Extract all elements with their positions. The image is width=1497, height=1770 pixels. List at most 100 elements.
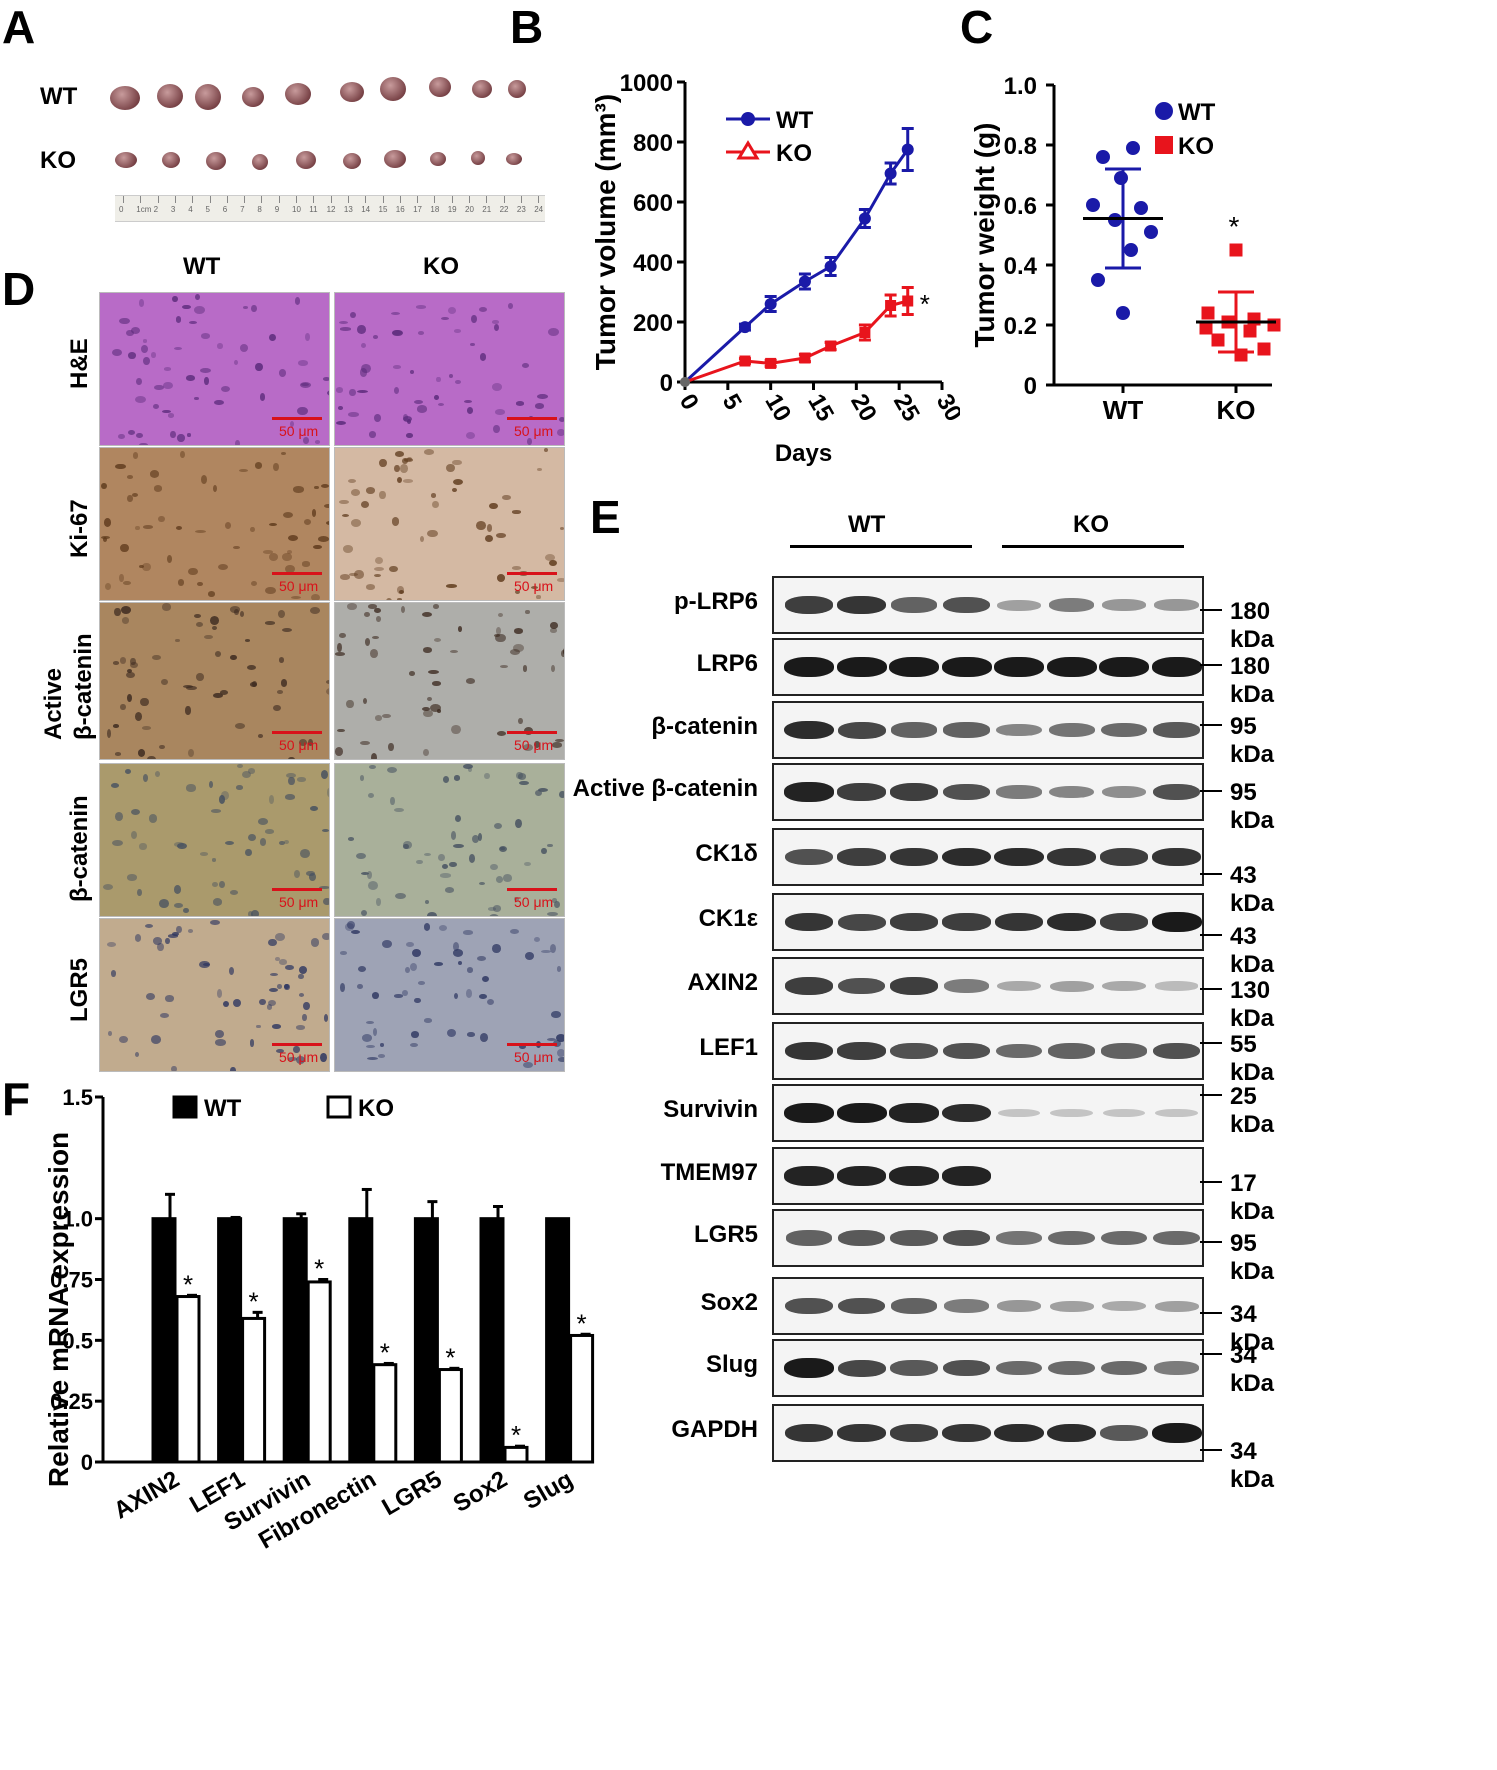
ihc-nucleus xyxy=(282,553,292,561)
scale-bar xyxy=(272,888,322,891)
blot-band xyxy=(784,1166,834,1186)
ihc-nucleus xyxy=(140,697,149,707)
ihc-nucleus xyxy=(159,744,166,750)
blot-band xyxy=(836,1166,887,1186)
photo-row-label-wt: WT xyxy=(40,83,78,110)
ihc-nucleus xyxy=(320,770,328,780)
ihc-nucleus xyxy=(174,842,184,847)
ihc-nucleus xyxy=(525,609,530,614)
blot-label: β-catenin xyxy=(651,713,758,740)
blot-band xyxy=(837,913,886,931)
panel-letter-d: D xyxy=(2,263,36,315)
ruler-tick xyxy=(365,196,367,203)
ihc-nucleus xyxy=(215,1030,224,1038)
kda-label: 25 kDa xyxy=(1230,1083,1275,1138)
ihc-nucleus xyxy=(200,368,212,374)
ihc-nucleus xyxy=(214,1039,226,1046)
data-point-wt xyxy=(1091,273,1105,287)
ihc-nucleus xyxy=(393,365,402,369)
kda-marker xyxy=(1200,724,1222,726)
ruler-tick xyxy=(296,196,297,203)
ihc-nucleus xyxy=(401,605,406,614)
ihc-nucleus xyxy=(194,306,205,314)
ihc-nucleus xyxy=(365,1020,374,1024)
y-tick-label: 0.25 xyxy=(50,1389,93,1414)
ihc-nucleus xyxy=(279,369,286,377)
y-tick-label: 400 xyxy=(633,250,673,277)
blot-label: p-LRP6 xyxy=(674,588,758,615)
blot-band xyxy=(890,722,938,738)
ihc-nucleus xyxy=(536,467,542,471)
ihc-nucleus xyxy=(365,487,376,494)
ihc-nucleus xyxy=(325,687,329,695)
ihc-nucleus xyxy=(556,428,564,437)
ihc-nucleus xyxy=(211,857,217,862)
ihc-nucleus xyxy=(453,941,460,951)
blot-band xyxy=(1102,1300,1146,1312)
ihc-nucleus xyxy=(416,859,423,865)
blot-label: Sox2 xyxy=(700,1289,758,1316)
y-tick-label: 0 xyxy=(1024,373,1037,400)
tumor-ko xyxy=(506,153,522,165)
tumor-ko xyxy=(343,153,361,169)
ihc-nucleus xyxy=(143,356,151,366)
ihc-nucleus xyxy=(138,298,145,307)
ihc-nucleus xyxy=(280,679,288,687)
ihc-nucleus xyxy=(518,718,523,725)
ihc-nucleus xyxy=(186,433,192,438)
blot-label: Survivin xyxy=(663,1096,758,1123)
ihc-nucleus xyxy=(314,485,319,489)
blot-band xyxy=(890,1298,938,1314)
ihc-nucleus xyxy=(265,587,276,595)
ihc-nucleus xyxy=(171,931,180,937)
scale-bar xyxy=(272,1043,322,1046)
data-point-ko xyxy=(799,352,811,364)
y-tick-label: 0.4 xyxy=(1004,253,1038,280)
ihc-nucleus xyxy=(135,711,143,721)
kda-marker xyxy=(1200,1353,1222,1355)
ihc-nucleus xyxy=(222,1000,230,1007)
series-line-ko xyxy=(684,299,909,384)
ihc-nucleus xyxy=(151,352,156,358)
significance-star: * xyxy=(920,289,930,319)
ihc-nucleus xyxy=(171,1065,177,1071)
x-tick-label: 10 xyxy=(759,390,796,427)
blot-strip xyxy=(772,893,1204,951)
ihc-nucleus xyxy=(512,566,522,570)
legend-swatch-wt xyxy=(172,1095,198,1119)
ihc-nucleus xyxy=(113,661,120,665)
ruler-tick xyxy=(503,196,505,203)
ruler-tick xyxy=(157,196,159,203)
ihc-nucleus xyxy=(230,654,237,661)
ihc-nucleus xyxy=(360,909,367,916)
ihc-nucleus xyxy=(476,520,486,530)
ihc-nucleus xyxy=(495,626,501,635)
x-tick-label: AXIN2 xyxy=(109,1466,184,1525)
ruler-tick xyxy=(278,196,280,203)
ihc-nucleus xyxy=(323,1013,329,1023)
blot-band xyxy=(1101,599,1147,611)
ihc-nucleus xyxy=(452,487,458,493)
scale-bar-label: 50 μm xyxy=(514,423,554,439)
ihc-nucleus xyxy=(212,625,218,630)
kda-label: 43 kDa xyxy=(1230,862,1275,917)
blot-band xyxy=(996,723,1042,737)
ihc-nucleus xyxy=(204,377,209,385)
ruler-tick-label: 22 xyxy=(499,205,509,214)
ihc-nucleus xyxy=(160,1012,170,1019)
ihc-nucleus xyxy=(522,665,528,672)
ihc-nucleus xyxy=(111,349,123,357)
ihc-nucleus xyxy=(211,881,218,888)
ihc-nucleus xyxy=(320,483,329,488)
tumor-ko xyxy=(384,150,406,168)
ihc-nucleus xyxy=(371,752,378,759)
blot-band xyxy=(942,783,991,801)
data-point-ko xyxy=(1267,318,1281,332)
ihc-nucleus xyxy=(402,989,408,996)
ihc-nucleus xyxy=(250,304,257,313)
blot-band xyxy=(785,1230,833,1246)
ihc-nucleus xyxy=(321,932,329,940)
ruler-tick xyxy=(451,196,453,203)
blot-band xyxy=(784,720,834,740)
ihc-nucleus xyxy=(315,440,321,444)
